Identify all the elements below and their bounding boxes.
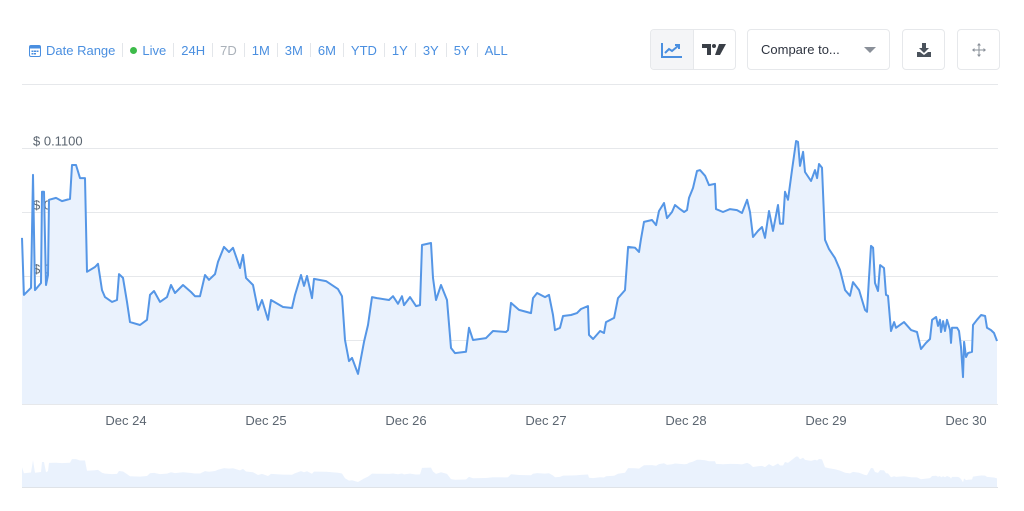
divider [383,43,385,57]
compare-label: Compare to... [761,42,840,57]
chart-type-toggle [650,29,736,70]
range-5y[interactable]: 5Y [453,42,470,58]
compare-dropdown[interactable]: Compare to... [747,29,890,70]
caret-down-icon [864,46,876,53]
navigator[interactable] [21,456,998,488]
divider [212,43,214,57]
divider [445,43,447,57]
live-label: Live [142,42,167,58]
range-7d[interactable]: 7D [220,42,237,58]
divider [414,43,416,57]
range-ytd[interactable]: YTD [350,42,377,58]
live-button[interactable]: Live [123,43,173,58]
range-6m[interactable]: 6M [317,42,336,58]
range-toolbar: Date Range Live 24H 7D 1M 3M 6M YTD 1Y 3… [22,40,515,60]
line-chart-button[interactable] [651,30,694,69]
tradingview-icon [702,43,727,55]
line-chart-icon [660,42,682,58]
x-tick-label: Dec 25 [245,413,286,428]
fullscreen-button[interactable] [957,29,1000,70]
live-status-dot [130,46,138,54]
tradingview-button[interactable] [694,30,736,69]
range-3m[interactable]: 3M [284,42,303,58]
x-tick-label: Dec 24 [105,413,146,428]
move-arrows-icon [971,42,986,57]
calendar-icon [29,44,41,57]
range-all[interactable]: ALL [484,42,508,58]
range-24h[interactable]: 24H [181,42,206,58]
divider [309,43,311,57]
navigator-area [21,456,998,487]
divider [476,43,478,57]
divider [122,43,124,57]
divider [342,43,344,57]
divider [173,43,175,57]
price-area-fill [21,141,998,404]
x-tick-label: Dec 28 [665,413,706,428]
download-button[interactable] [902,29,945,70]
y-tick-label: $ 0.1100 [33,134,83,149]
range-1y[interactable]: 1Y [391,42,408,58]
date-range-label: Date Range [46,42,116,58]
range-1m[interactable]: 1M [251,42,270,58]
price-line [21,140,998,379]
divider [276,43,278,57]
divider [243,43,245,57]
x-tick-label: Dec 27 [525,413,566,428]
x-tick-label: Dec 26 [385,413,426,428]
range-3y[interactable]: 3Y [422,42,439,58]
download-icon [916,42,931,57]
x-tick-label: Dec 30 [945,413,986,428]
toolbar-divider [22,84,998,85]
date-range-button[interactable]: Date Range [22,43,122,58]
x-tick-label: Dec 29 [805,413,846,428]
